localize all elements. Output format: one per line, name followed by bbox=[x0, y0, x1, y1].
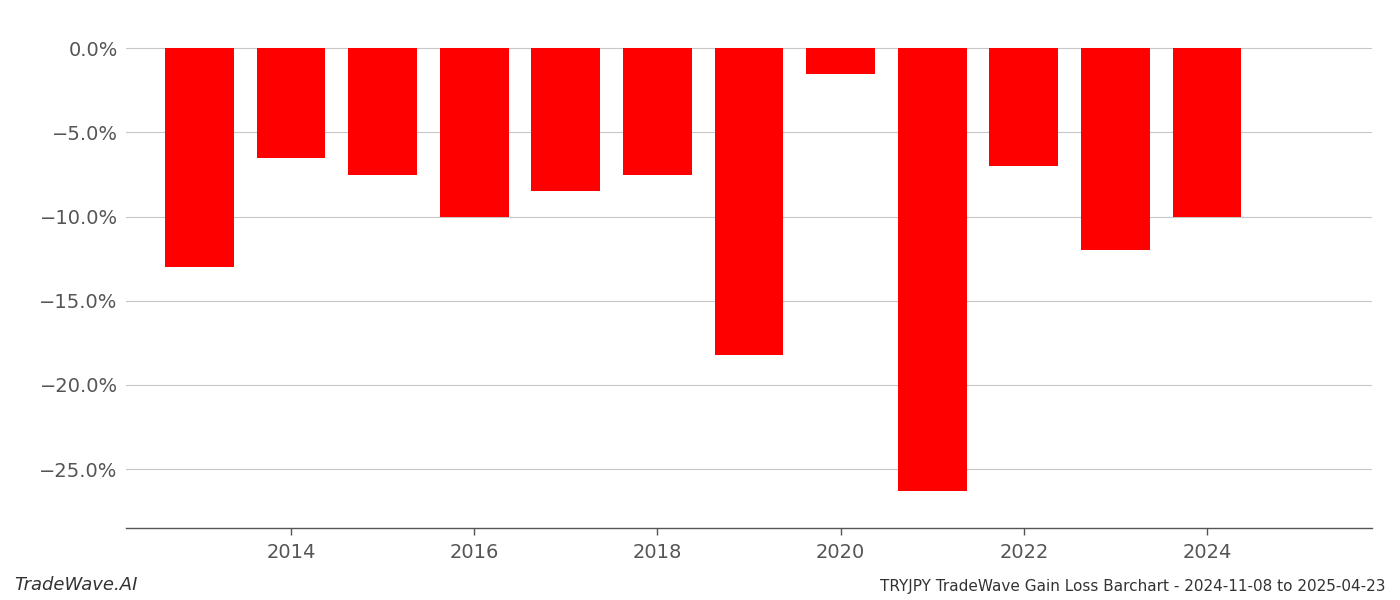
Text: TradeWave.AI: TradeWave.AI bbox=[14, 576, 137, 594]
Bar bbox=[1081, 48, 1149, 250]
Bar bbox=[623, 48, 692, 175]
Bar bbox=[532, 48, 601, 191]
Bar bbox=[714, 48, 784, 355]
Bar bbox=[440, 48, 508, 217]
Bar bbox=[349, 48, 417, 175]
Bar bbox=[990, 48, 1058, 166]
Bar bbox=[256, 48, 325, 158]
Bar bbox=[897, 48, 966, 491]
Bar bbox=[806, 48, 875, 74]
Bar bbox=[1173, 48, 1242, 217]
Bar bbox=[165, 48, 234, 267]
Text: TRYJPY TradeWave Gain Loss Barchart - 2024-11-08 to 2025-04-23: TRYJPY TradeWave Gain Loss Barchart - 20… bbox=[881, 579, 1386, 594]
